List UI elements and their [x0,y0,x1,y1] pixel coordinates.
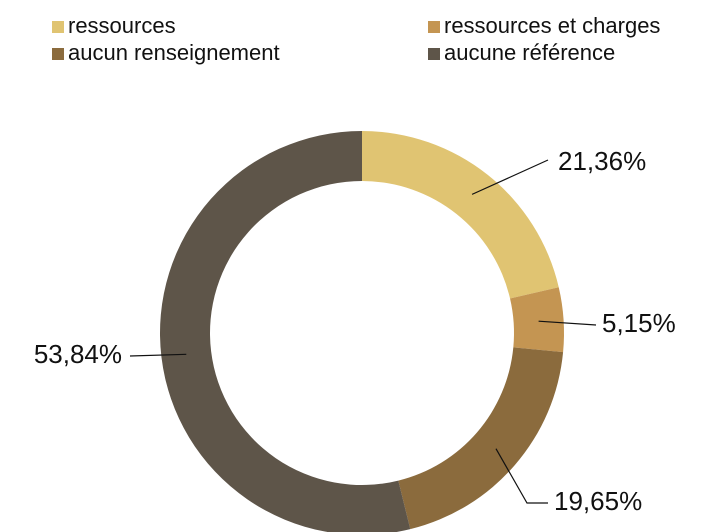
data-label: 21,36% [558,146,646,176]
legend-label: aucun renseignement [68,40,280,65]
donut-slice [362,131,559,299]
legend-swatch [428,48,440,60]
legend-swatch [52,21,64,33]
legend-label: ressources et charges [444,13,660,38]
leader-line [471,159,549,195]
leader-line [129,353,187,357]
donut-slice [510,287,565,353]
data-label: 5,15% [602,308,676,338]
data-label: 53,84% [34,339,122,369]
leader-line [538,320,597,326]
legend-label: aucune référence [444,40,615,65]
legend-swatch [428,21,440,33]
leader-line [495,448,548,504]
donut-slice [398,347,564,530]
legend-label: ressources [68,13,176,38]
donut-slice [160,131,411,532]
legend-swatch [52,48,64,60]
data-label: 19,65% [554,486,642,516]
